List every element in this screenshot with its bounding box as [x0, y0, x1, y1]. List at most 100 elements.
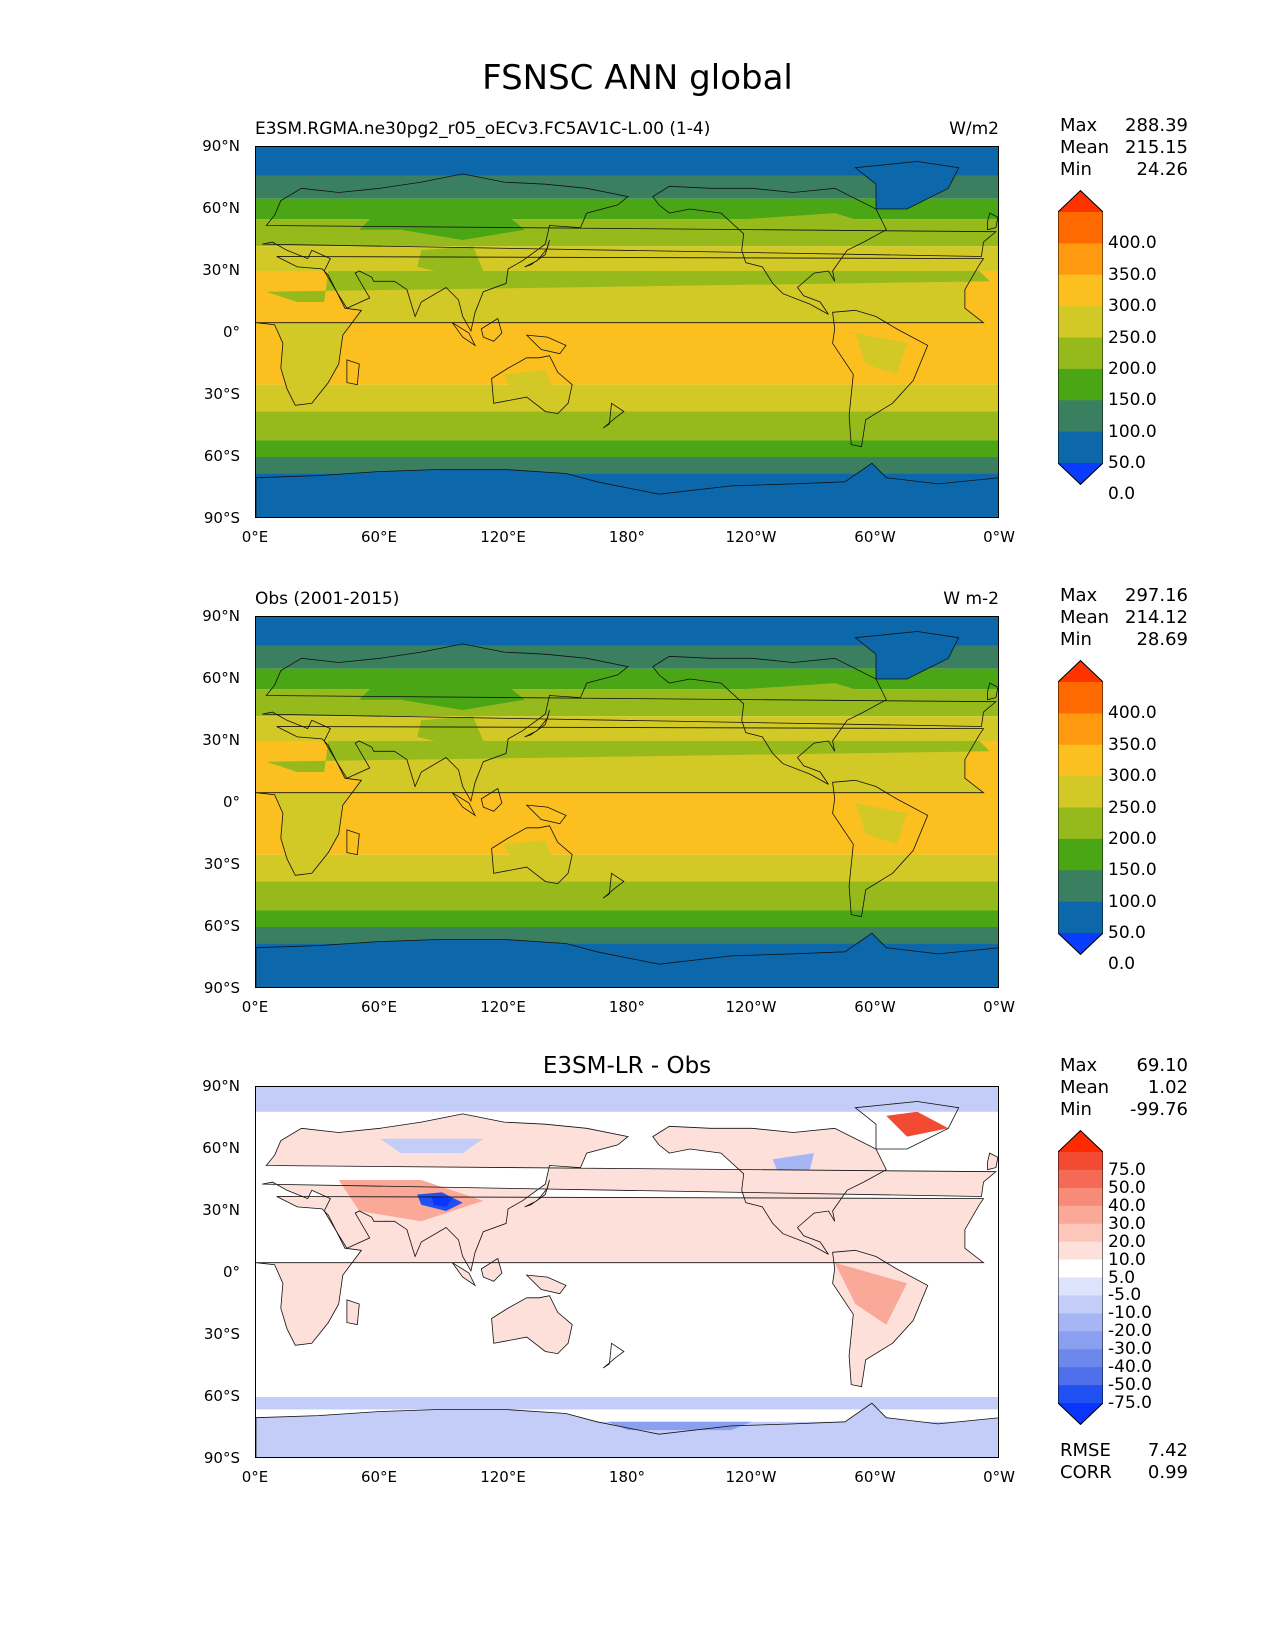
- stat-mean: Mean 1.02: [1060, 1077, 1188, 1098]
- coastline: [346, 359, 360, 386]
- colorbar-segment: [1058, 1331, 1103, 1350]
- x-tick-label: 60°W: [854, 998, 896, 1016]
- coastline: [652, 655, 887, 785]
- map-frame: [255, 146, 999, 518]
- coastline: [987, 212, 998, 231]
- coastline: [652, 185, 887, 315]
- colorbar-segment: [1058, 1152, 1103, 1171]
- colorbar-segment: [1058, 306, 1103, 338]
- y-tick-label: 90°N: [202, 137, 240, 155]
- flux-band: [256, 910, 998, 927]
- x-tick-label: 60°E: [360, 1468, 398, 1486]
- colorbar-label: 250.0: [1108, 327, 1157, 348]
- coastline: [451, 322, 477, 347]
- x-tick-label: 0°E: [241, 998, 269, 1016]
- colorbar-label: 200.0: [1108, 358, 1157, 379]
- coastline: [262, 173, 997, 332]
- colorbar-label: 40.0: [1108, 1195, 1146, 1216]
- colorbar-label: 300.0: [1108, 296, 1157, 317]
- figure-title: FSNSC ANN global: [482, 58, 793, 98]
- colorbar-label: 75.0: [1108, 1159, 1146, 1180]
- stat-mean: Mean 215.15: [1060, 137, 1188, 158]
- stat-min: Min -99.76: [1060, 1099, 1188, 1120]
- coastline: [480, 317, 503, 342]
- colorbar-label: -10.0: [1108, 1303, 1152, 1324]
- diff-land: [491, 1295, 573, 1354]
- coastline: [524, 1179, 550, 1208]
- x-tick-label: 0°E: [241, 528, 269, 546]
- coastline: [987, 682, 998, 701]
- panel-model: E3SM.RGMA.ne30pg2_r05_oECv3.FC5AV1C-L.00…: [0, 115, 1275, 585]
- stat-max: Max 297.16: [1060, 585, 1188, 606]
- map-field-diff: [256, 1087, 998, 1457]
- land-field: [256, 256, 984, 406]
- colorbar-segment: [1058, 212, 1103, 244]
- y-tick-label: 30°S: [203, 1325, 240, 1343]
- colorbar-label: 30.0: [1108, 1213, 1146, 1234]
- colorbar-label: -30.0: [1108, 1339, 1152, 1360]
- colorbar-label: 50.0: [1108, 1177, 1146, 1198]
- coastline: [524, 239, 550, 268]
- coastline: [602, 1342, 625, 1369]
- colorbar-label: 300.0: [1108, 766, 1157, 787]
- colorbar-label: 50.0: [1108, 453, 1146, 473]
- colorbar-extend-top: [1058, 1130, 1103, 1152]
- coastline: [480, 787, 503, 812]
- coastline: [346, 1299, 360, 1326]
- x-tick-label: 0°W: [983, 1468, 1015, 1486]
- colorbar-segment: [1058, 1367, 1103, 1386]
- coastline: [602, 402, 625, 429]
- y-tick-label: 30°S: [203, 855, 240, 873]
- coastline: [491, 1295, 573, 1355]
- stat-max: Max 288.39: [1060, 115, 1188, 136]
- colorbar-segment: [1058, 1349, 1103, 1368]
- coastline: [832, 779, 929, 918]
- colorbar-extend-bottom: [1058, 933, 1103, 955]
- diff-land: [346, 1299, 360, 1325]
- flux-band: [256, 927, 998, 944]
- colorbar-extend-top: [1058, 190, 1103, 212]
- land-field: [741, 213, 876, 240]
- diff-land: [524, 1180, 550, 1207]
- colorbar-label: 100.0: [1108, 421, 1157, 442]
- diff-land: [338, 1180, 484, 1222]
- colorbar-segment: [1058, 1241, 1103, 1261]
- coastline: [451, 792, 477, 817]
- stat-min: Min 28.69: [1060, 629, 1188, 650]
- land-field: [256, 933, 998, 987]
- flux-band: [256, 175, 998, 199]
- flux-band: [256, 384, 998, 412]
- coastline: [854, 1101, 960, 1150]
- coastline: [602, 872, 625, 899]
- colorbar-label: 350.0: [1108, 264, 1157, 285]
- flux-band: [256, 881, 998, 911]
- colorbar: [1057, 1129, 1104, 1429]
- panel-title-center: E3SM-LR - Obs: [542, 1053, 712, 1079]
- diff-band: [256, 1397, 998, 1410]
- stats-box: Max 69.10 Mean 1.02 Min -99.76: [1060, 1055, 1188, 1121]
- land-field: [417, 716, 484, 746]
- colorbar-segment: [1058, 901, 1103, 934]
- stat-mean: Mean 214.12: [1060, 607, 1188, 628]
- x-tick-label: 120°E: [480, 1468, 526, 1486]
- diff-negative: [380, 1138, 484, 1154]
- stat-corr: CORR 0.99: [1060, 1462, 1188, 1483]
- stat-max: Max 69.10: [1060, 1055, 1188, 1076]
- y-tick-label: 60°S: [203, 447, 240, 465]
- land-field: [266, 741, 990, 772]
- x-tick-label: 120°E: [480, 998, 526, 1016]
- x-tick-label: 0°E: [241, 1468, 269, 1486]
- colorbar-label: -40.0: [1108, 1357, 1152, 1378]
- diff-land: [834, 1262, 907, 1325]
- land-field: [504, 840, 556, 865]
- colorbar-label: 5.0: [1108, 1267, 1136, 1288]
- colorbar-label: 0.0: [1108, 484, 1136, 505]
- y-tick-label: 60°N: [202, 1139, 240, 1157]
- stat-rmse: RMSE 7.42: [1060, 1440, 1188, 1461]
- coastline: [256, 462, 998, 517]
- colorbar: [1057, 659, 1104, 959]
- colorbar-segment: [1058, 870, 1103, 903]
- colorbar-label: 20.0: [1108, 1231, 1146, 1252]
- colorbar-segment: [1058, 713, 1103, 746]
- land-field: [359, 209, 525, 240]
